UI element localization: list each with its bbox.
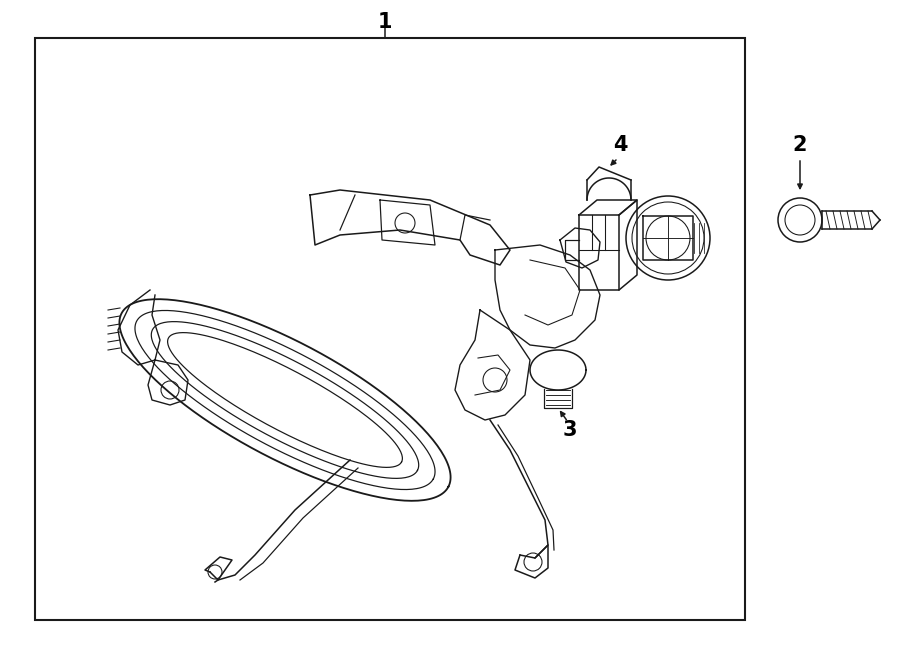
Text: 1: 1 — [378, 12, 392, 32]
Text: 4: 4 — [613, 135, 627, 155]
Bar — [35, 38, 745, 620]
Text: 3: 3 — [562, 420, 577, 440]
Text: 2: 2 — [793, 135, 807, 155]
